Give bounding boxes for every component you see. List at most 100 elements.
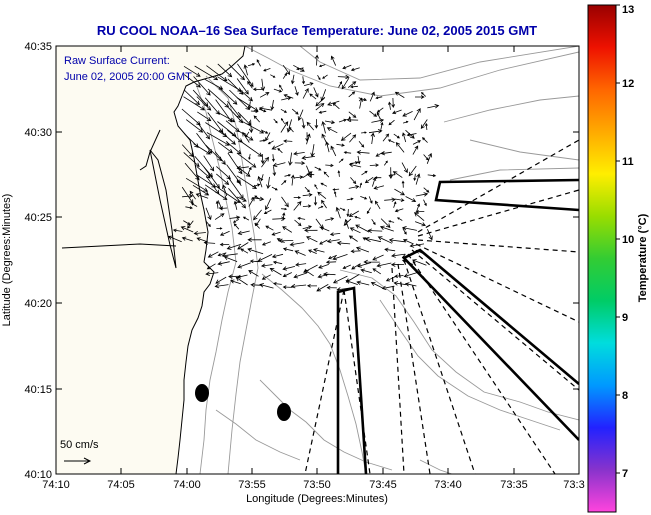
current-vector (282, 272, 292, 278)
current-vector (266, 176, 271, 190)
current-vector (280, 108, 288, 113)
current-vector (282, 64, 291, 75)
current-vector (415, 173, 421, 185)
current-vector (427, 229, 433, 241)
current-vector-field (167, 54, 440, 292)
current-vector (306, 283, 318, 288)
current-vector (301, 155, 315, 160)
current-vector (403, 272, 418, 278)
current-vector (294, 161, 306, 166)
current-vector (325, 163, 334, 168)
current-vector (271, 143, 284, 150)
current-vector (288, 152, 293, 166)
current-vector (264, 198, 272, 211)
current-vector (306, 121, 315, 131)
current-vector (233, 223, 240, 230)
current-vector (388, 238, 406, 243)
current-vector (372, 268, 382, 275)
current-vector (337, 74, 350, 80)
current-vector (342, 64, 352, 70)
current-vector (294, 219, 302, 227)
current-vector (196, 237, 207, 242)
x-tick-label: 73:35 (500, 479, 528, 491)
current-vector (348, 185, 360, 189)
current-vector (242, 131, 250, 143)
current-vector (338, 81, 342, 88)
current-vector (277, 148, 283, 154)
current-vector (219, 230, 230, 236)
current-vector (297, 109, 304, 121)
current-vector (257, 254, 273, 262)
current-vector (296, 67, 304, 71)
current-vector (402, 132, 407, 143)
current-vector (375, 96, 383, 100)
current-vector (395, 198, 405, 202)
current-vector (271, 154, 275, 163)
current-vector (270, 74, 276, 78)
current-vector (217, 63, 233, 78)
current-vector (219, 242, 230, 247)
current-vector (415, 210, 425, 214)
current-vector (315, 102, 325, 111)
current-vector (346, 197, 354, 201)
scale-arrow (64, 457, 92, 465)
current-vector (312, 248, 325, 253)
current-vector (167, 235, 182, 243)
colorbar-tick-label: 12 (622, 78, 634, 90)
current-vector (265, 225, 274, 231)
current-vector (203, 166, 220, 189)
current-vector (293, 175, 304, 180)
current-vector (258, 106, 273, 111)
current-vector (408, 165, 417, 177)
current-vector (281, 196, 289, 208)
current-vector (240, 248, 249, 254)
current-vector (423, 154, 429, 161)
current-vector (350, 85, 358, 89)
current-vector (368, 129, 383, 134)
current-vector (317, 74, 321, 81)
buoy-marker-2 (277, 403, 291, 421)
current-vector (183, 152, 200, 168)
current-vector (369, 91, 375, 102)
current-vector (270, 99, 275, 111)
current-vector (325, 260, 337, 265)
current-vector (260, 78, 266, 92)
current-vector (293, 151, 305, 156)
current-vector (332, 102, 340, 110)
current-vector (172, 228, 183, 233)
current-vector (420, 119, 428, 129)
current-vector (248, 270, 259, 277)
current-vector (297, 216, 306, 220)
current-vector (339, 207, 346, 211)
current-vector (322, 74, 328, 79)
x-tick-labels: 74:10 74:05 74:00 73:55 73:50 73:45 73:4… (42, 479, 584, 491)
scale-label: 50 cm/s (60, 439, 99, 451)
current-vector (237, 230, 250, 236)
current-vector (289, 242, 305, 247)
current-vector (236, 97, 259, 112)
current-vector (368, 196, 373, 204)
current-vector (223, 255, 238, 262)
current-vector (322, 271, 336, 277)
current-vector (340, 132, 352, 141)
current-vector (391, 109, 402, 115)
current-vector (388, 101, 392, 110)
current-vector (239, 89, 254, 102)
colorbar-tick-label: 13 (622, 4, 634, 16)
current-vector (193, 230, 206, 236)
current-vector (349, 161, 359, 165)
current-vector (273, 282, 282, 286)
current-vector (329, 232, 341, 237)
current-vector (325, 141, 330, 153)
current-vector (183, 96, 206, 111)
current-vector (267, 140, 274, 145)
current-vector (394, 188, 406, 196)
current-vector (293, 196, 302, 200)
current-vector (229, 215, 241, 220)
current-vector (239, 140, 263, 157)
current-vector (348, 210, 360, 217)
current-vector (280, 118, 285, 124)
current-vector (359, 182, 363, 189)
x-axis-label: Longitude (Degrees:Minutes) (246, 493, 388, 505)
current-vector (404, 282, 417, 287)
